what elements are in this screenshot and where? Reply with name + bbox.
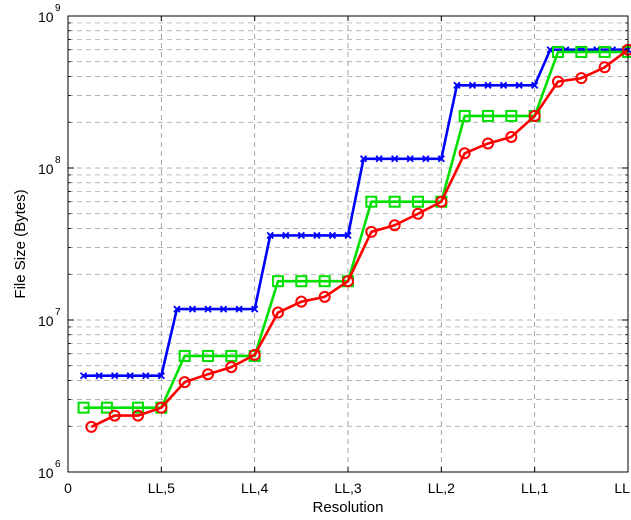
data-point-x <box>126 372 134 380</box>
x-tick-label: LL,1 <box>521 480 548 496</box>
data-point-circle <box>295 295 308 308</box>
data-point-x <box>235 305 243 313</box>
data-point-square <box>272 275 284 288</box>
data-point-x <box>422 155 430 163</box>
series-line-square <box>83 50 628 409</box>
data-point-square <box>202 349 214 362</box>
data-point-circle <box>225 361 238 374</box>
series-x <box>79 46 631 380</box>
y-axis-label: File Size (Bytes) <box>12 189 29 298</box>
data-point-x <box>359 155 368 163</box>
x-tick-label: LL,5 <box>148 480 175 496</box>
data-point-circle <box>318 290 331 303</box>
data-point-x <box>188 305 197 313</box>
y-tick-exponent: 9 <box>55 3 61 14</box>
data-point-square <box>295 275 308 288</box>
data-point-circle <box>458 147 471 160</box>
data-point-circle <box>435 195 448 208</box>
data-point-x <box>266 231 274 240</box>
data-point-x <box>111 372 119 380</box>
data-point-x <box>251 305 259 313</box>
data-point-circle <box>552 75 564 88</box>
y-tick-label: 10 <box>38 465 54 481</box>
data-point-x <box>391 155 399 163</box>
data-point-x <box>95 372 103 380</box>
data-point-x <box>406 155 414 163</box>
data-point-circle <box>598 61 611 74</box>
data-point-square <box>225 349 238 362</box>
data-point-circle <box>132 409 144 422</box>
gridlines <box>68 16 628 472</box>
data-point-circle <box>575 72 588 85</box>
data-point-x <box>157 372 165 380</box>
data-point-square <box>100 401 113 414</box>
data-point-square <box>318 275 331 288</box>
data-point-circle <box>85 420 98 433</box>
data-point-circle <box>412 207 424 220</box>
y-tick-exponent: 7 <box>55 307 61 318</box>
y-tick-exponent: 8 <box>55 155 61 166</box>
data-point-x <box>468 81 477 89</box>
data-point-circle <box>505 130 518 143</box>
data-point-square <box>458 109 471 122</box>
data-point-square <box>552 45 564 58</box>
data-point-x <box>453 81 461 89</box>
data-point-x <box>484 81 492 89</box>
data-point-circle <box>108 409 121 422</box>
data-point-square <box>77 401 90 414</box>
data-point-x <box>142 372 150 380</box>
data-point-x <box>204 305 212 313</box>
x-tick-label: 0 <box>64 480 72 496</box>
data-point-x <box>515 81 523 89</box>
y-tick-label: 10 <box>38 9 54 25</box>
data-point-square <box>575 45 588 58</box>
data-point-x <box>219 305 228 313</box>
data-point-x <box>79 372 88 380</box>
data-point-x <box>499 81 508 89</box>
data-point-square <box>598 45 611 58</box>
data-point-square <box>132 401 144 414</box>
series-line-x <box>83 48 628 378</box>
data-point-circle <box>155 401 168 414</box>
x-tick-label: LL,3 <box>334 480 361 496</box>
series-layer <box>77 43 631 433</box>
x-tick-label: LL,0 <box>614 480 631 496</box>
y-tick-label: 10 <box>38 313 54 329</box>
data-point-circle <box>388 219 401 232</box>
data-point-circle <box>528 109 541 122</box>
data-point-circle <box>365 225 378 238</box>
data-point-x <box>297 231 305 240</box>
data-point-x <box>344 231 352 240</box>
data-point-x <box>531 81 539 89</box>
x-axis-ticks: 0 LL,5 LL,4 LL,3 LL,2 LL,1 LL,0 <box>64 16 631 496</box>
x-axis-label: Resolution <box>313 499 384 516</box>
data-point-circle <box>342 275 354 288</box>
data-point-square <box>388 195 401 208</box>
data-point-circle <box>482 137 494 150</box>
data-point-circle <box>202 368 214 381</box>
y-tick-exponent: 6 <box>55 459 61 470</box>
x-tick-label: LL,4 <box>241 480 268 496</box>
y-tick-label: 10 <box>38 161 54 177</box>
data-point-x <box>328 231 337 240</box>
data-point-square <box>178 349 191 362</box>
data-point-x <box>173 305 181 313</box>
data-point-x <box>282 231 290 240</box>
data-point-square <box>365 195 378 208</box>
data-point-square <box>412 195 424 208</box>
data-point-x <box>437 155 445 163</box>
series-circle <box>85 43 631 433</box>
data-point-circle <box>248 348 261 361</box>
data-point-x <box>313 231 321 240</box>
data-point-circle <box>178 376 191 389</box>
data-point-circle <box>272 306 284 319</box>
x-tick-label: LL,2 <box>428 480 455 496</box>
data-point-square <box>482 109 494 122</box>
data-point-x <box>375 155 383 163</box>
data-point-square <box>505 109 518 122</box>
